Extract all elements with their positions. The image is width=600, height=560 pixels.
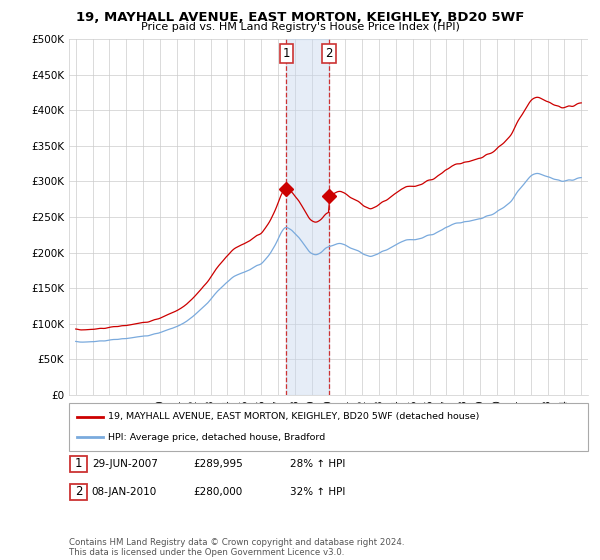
Text: 2: 2 — [325, 47, 333, 60]
Text: HPI: Average price, detached house, Bradford: HPI: Average price, detached house, Brad… — [108, 433, 325, 442]
Text: Contains HM Land Registry data © Crown copyright and database right 2024.
This d: Contains HM Land Registry data © Crown c… — [69, 538, 404, 557]
Text: 08-JAN-2010: 08-JAN-2010 — [92, 487, 157, 497]
Text: 2: 2 — [75, 486, 82, 498]
FancyBboxPatch shape — [70, 484, 87, 500]
Text: 1: 1 — [75, 458, 82, 470]
Bar — [286, 39, 329, 395]
Text: 1: 1 — [283, 47, 290, 60]
Text: 32% ↑ HPI: 32% ↑ HPI — [290, 487, 345, 497]
FancyBboxPatch shape — [69, 403, 588, 451]
Text: 28% ↑ HPI: 28% ↑ HPI — [290, 459, 345, 469]
Text: 29-JUN-2007: 29-JUN-2007 — [92, 459, 158, 469]
Text: Price paid vs. HM Land Registry's House Price Index (HPI): Price paid vs. HM Land Registry's House … — [140, 22, 460, 32]
Text: 19, MAYHALL AVENUE, EAST MORTON, KEIGHLEY, BD20 5WF: 19, MAYHALL AVENUE, EAST MORTON, KEIGHLE… — [76, 11, 524, 24]
Text: 19, MAYHALL AVENUE, EAST MORTON, KEIGHLEY, BD20 5WF (detached house): 19, MAYHALL AVENUE, EAST MORTON, KEIGHLE… — [108, 412, 479, 421]
Text: £280,000: £280,000 — [194, 487, 243, 497]
FancyBboxPatch shape — [70, 456, 87, 472]
Text: £289,995: £289,995 — [194, 459, 244, 469]
